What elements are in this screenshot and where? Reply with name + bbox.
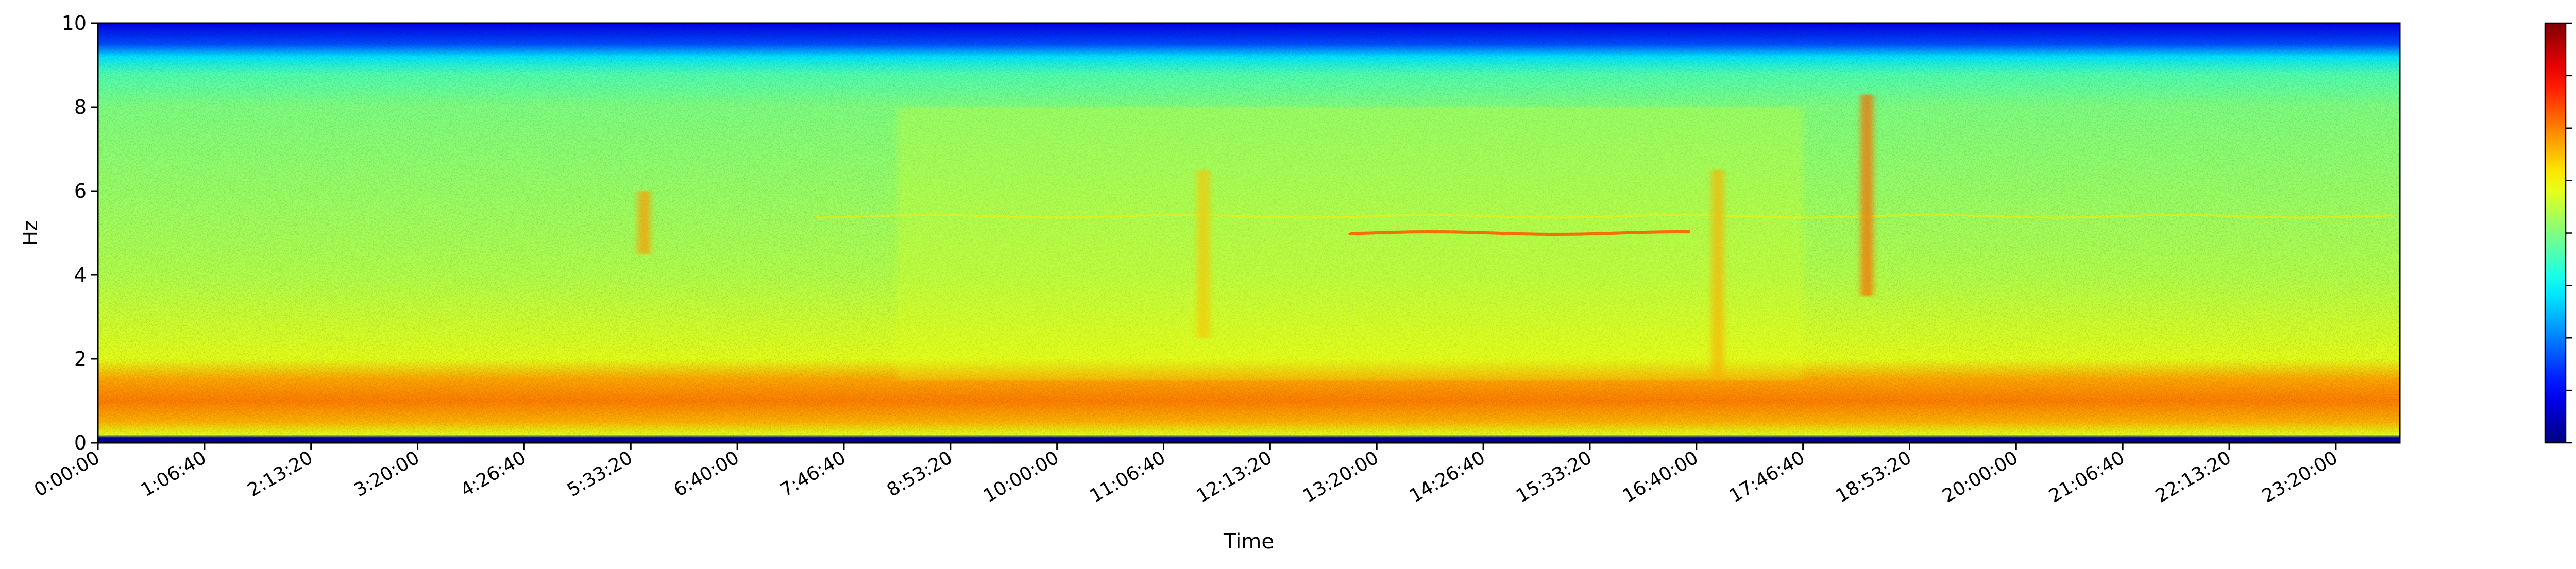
x-tick-label-18: 20:00:00 [1939,447,2022,507]
colorbar-ticks: +0 dB-10 dB-20 dB-30 dB-40 dB-50 dB-60 d… [2566,22,2572,444]
x-tick-label-5: 5:33:20 [564,447,636,501]
broadband-energy-6 [897,107,1803,380]
x-axis-label: Time [1223,530,1274,554]
burst-mark-2 [1860,94,1873,296]
spectrogram-features [638,94,2394,380]
x-tick-label-0: 0:00:00 [31,447,104,501]
x-tick-label-9: 10:00:00 [980,447,1063,507]
x-tick-label-10: 11:06:40 [1086,447,1169,507]
y-tick-label-2: 4 [74,264,87,286]
spectrogram-plot-area [97,22,2401,444]
x-tick-label-1: 1:06:40 [138,447,210,501]
x-tick-label-13: 14:26:40 [1406,447,1489,507]
x-tick-label-17: 18:53:20 [1832,447,1915,507]
x-tick-label-16: 17:46:40 [1726,447,1809,507]
y-axis: 0 2 4 6 8 10 [62,12,98,454]
x-axis: 0:00:00 1:06:40 2:13:20 3:20:00 4:26:40 5:33:… [31,443,2342,507]
y-tick-label-4: 8 [74,96,87,118]
x-tick-label-20: 22:13:20 [2152,447,2235,507]
y-axis-label: Hz [19,220,42,246]
y-tick-label-3: 6 [74,180,87,202]
colorbar-scale [2545,23,2566,443]
x-tick-label-4: 4:26:40 [457,447,530,501]
x-tick-label-12: 13:20:00 [1299,447,1382,507]
x-tick-label-3: 3:20:00 [350,447,423,501]
colorbar: +0 dB-10 dB-20 dB-30 dB-40 dB-50 dB-60 d… [2544,22,2572,444]
y-tick-label-5: 10 [62,12,87,35]
x-tick-label-19: 21:06:40 [2045,447,2128,507]
x-tick-label-21: 23:20:00 [2259,447,2342,507]
x-tick-label-11: 12:13:20 [1193,447,1276,507]
y-tick-label-0: 0 [74,432,87,454]
burst-mark-5 [638,191,651,254]
x-tick-label-14: 15:33:20 [1513,447,1596,507]
y-tick-label-1: 2 [74,348,87,370]
x-tick-label-15: 16:40:00 [1619,447,1702,507]
x-tick-label-6: 6:40:00 [670,447,743,501]
x-tick-label-2: 2:13:20 [244,447,317,501]
plot-frame [97,22,2401,444]
x-tick-label-7: 7:46:40 [777,447,850,501]
x-tick-label-8: 8:53:20 [884,447,956,501]
